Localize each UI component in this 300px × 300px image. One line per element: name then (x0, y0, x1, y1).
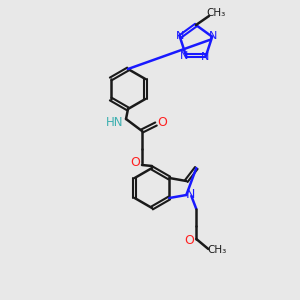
Text: HN: HN (106, 116, 124, 128)
Text: N: N (201, 52, 209, 62)
Text: N: N (209, 31, 218, 41)
Text: CH₃: CH₃ (208, 245, 227, 255)
Text: O: O (130, 157, 140, 169)
Text: N: N (180, 51, 188, 61)
Text: O: O (184, 233, 194, 247)
Text: N: N (176, 31, 184, 41)
Text: CH₃: CH₃ (206, 8, 226, 18)
Text: N: N (186, 188, 195, 200)
Text: O: O (157, 116, 167, 128)
